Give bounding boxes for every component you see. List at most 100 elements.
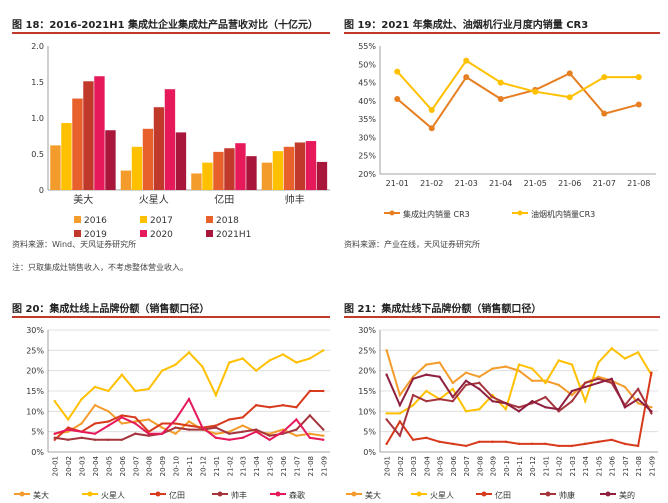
fig21-data-point: [623, 406, 627, 409]
fig18-ytick-label: 1.5: [31, 78, 44, 87]
fig20-data-point: [174, 432, 177, 435]
fig20-data-point: [66, 418, 70, 421]
panel-fig19: 图 19：2021 年集成灶、油烟机行业月度内销量 CR3 20% 25% 30% 3…: [344, 0, 662, 280]
fig18-bar: [202, 162, 213, 190]
fig21-ytick-label: 15%: [358, 387, 376, 396]
fig19-data-point: [428, 125, 435, 132]
fig20-data-point: [53, 432, 56, 435]
fig21-data-point: [570, 399, 574, 403]
fig20-data-point: [107, 389, 110, 393]
fig19-data-point: [428, 107, 435, 113]
fig21-data-point: [650, 410, 653, 413]
fig19-title: 图 19：2021 年集成灶、油烟机行业月度内销量 CR3: [344, 20, 589, 31]
fig18-bar: [164, 89, 176, 190]
fig20-ytick-label: 20%: [26, 367, 44, 376]
fig19-legend-marker: [517, 210, 523, 216]
fig21-legend-marker: [545, 491, 551, 497]
fig20-data-point: [322, 438, 325, 441]
fig21-data-point: [531, 399, 534, 403]
fig19-data-point: [532, 88, 539, 95]
fig20-xtick-label: 21-07: [293, 456, 301, 476]
fig20-data-point: [268, 432, 271, 435]
fig21-xtick-label: 20-02: [397, 456, 405, 476]
fig20-data-point: [66, 428, 70, 431]
fig20-data-point: [254, 404, 258, 407]
fig20-data-point: [254, 369, 258, 372]
fig21-data-point: [610, 377, 613, 380]
fig20-data-point: [228, 432, 231, 435]
fig20-data-point: [268, 359, 271, 362]
fig18-category-label: 帅丰: [285, 193, 305, 206]
fig20-data-point: [228, 418, 231, 421]
fig20-xtick-label: 20-09: [159, 456, 167, 476]
fig20-ytick-label: 0%: [31, 448, 44, 457]
fig21-data-point: [464, 379, 468, 383]
fig20-data-point: [187, 397, 191, 401]
fig20-xtick-label: 21-09: [320, 456, 328, 476]
fig20-data-point: [134, 389, 137, 393]
fig20-data-point: [281, 430, 285, 433]
fig20-xtick-label: 21-04: [253, 455, 261, 476]
fig21-data-point: [438, 440, 441, 444]
fig19-xtick-label: 21-06: [558, 179, 581, 188]
fig18-title-rule: [12, 32, 330, 34]
fig18-bar: [294, 142, 306, 190]
fig21-xtick-label: 21-09: [648, 456, 656, 476]
fig21-data-point: [438, 397, 441, 401]
fig21-data-point: [583, 385, 587, 389]
fig18-bar: [246, 156, 257, 190]
fig21-data-point: [425, 363, 428, 366]
fig20-xtick-label: 21-08: [307, 456, 315, 476]
fig18-bar: [261, 162, 273, 190]
fig18-category-label: 火星人: [139, 194, 169, 206]
fig18-bar: [94, 76, 105, 190]
fig21-data-point: [478, 387, 481, 391]
fig19-legend-label: 集成灶内销量 CR3: [403, 209, 470, 219]
fig19-xtick-label: 21-01: [386, 179, 409, 188]
fig20-data-point: [308, 436, 312, 439]
fig20-data-point: [53, 399, 56, 403]
fig20-data-point: [160, 432, 164, 435]
fig20-data-point: [254, 428, 258, 431]
fig21-data-point: [570, 393, 574, 397]
fig19-ytick-label: 40%: [358, 97, 376, 106]
fig21-legend-marker: [481, 491, 487, 497]
fig21-data-point: [425, 389, 428, 393]
fig21-data-point: [531, 379, 534, 383]
fig21-data-point: [544, 406, 547, 409]
fig19-xtick-label: 21-04: [489, 179, 512, 188]
fig21-data-point: [650, 412, 653, 415]
fig21-data-point: [597, 375, 600, 378]
fig21-data-point: [504, 440, 507, 444]
fig20-data-point: [268, 434, 271, 437]
fig20-data-point: [254, 430, 258, 433]
fig18-bar: [235, 143, 246, 190]
fig20-ytick-label: 30%: [26, 326, 44, 335]
fig20-ytick-label: 15%: [26, 387, 44, 396]
fig21-legend-label: 美的: [619, 490, 635, 500]
fig21-data-point: [623, 442, 627, 446]
fig21-data-point: [517, 363, 521, 366]
fig21-data-point: [385, 412, 388, 415]
fig19-source: 资料来源：产业在线，天风证券研究所: [344, 240, 480, 249]
fig18-legend-swatch: [206, 216, 213, 223]
fig18-bar: [191, 173, 202, 190]
fig21-xtick-label: 20-08: [476, 456, 484, 476]
fig18-category-label: 美大: [73, 193, 93, 206]
fig19-data-point: [601, 110, 608, 117]
fig19-xtick-label: 21-07: [593, 179, 616, 188]
fig18-bar: [131, 146, 143, 190]
fig21-data-point: [464, 371, 468, 374]
fig20-legend-label: 帅丰: [231, 490, 247, 500]
fig19-data-point: [463, 57, 470, 64]
fig21-data-point: [385, 349, 388, 352]
fig20-xtick-label: 20-10: [173, 456, 181, 476]
fig20-data-point: [214, 436, 218, 439]
fig21-data-point: [531, 367, 534, 370]
fig21-data-point: [451, 442, 455, 446]
fig21-xtick-label: 21-08: [635, 456, 643, 476]
fig21-data-point: [464, 383, 468, 387]
fig21-data-point: [570, 444, 574, 448]
fig20-xtick-label: 20-07: [132, 456, 140, 476]
fig19-data-point: [497, 96, 504, 103]
